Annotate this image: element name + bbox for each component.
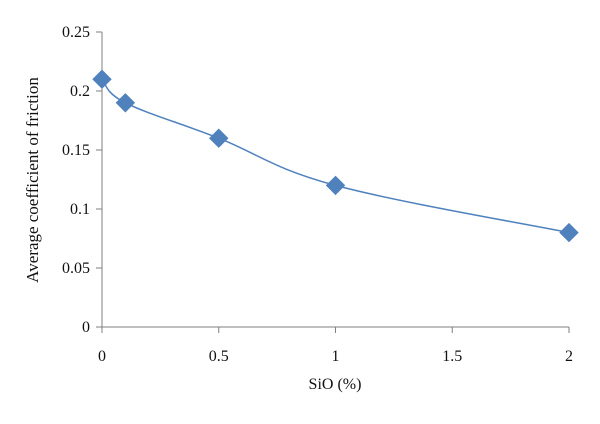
x-tick-label: 0	[98, 348, 106, 365]
y-tick-label: 0.25	[62, 24, 90, 41]
data-point-marker	[115, 93, 136, 113]
y-tick-label: 0.2	[70, 83, 90, 100]
x-tick-label: 1	[332, 348, 340, 365]
y-tick-label: 0.15	[62, 142, 90, 159]
y-tick-labels: 0 0.05 0.1 0.15 0.2 0.25	[62, 24, 90, 336]
y-axis-title: Average coefficient of friction	[23, 77, 42, 283]
data-point-marker	[92, 69, 112, 89]
y-tick-label: 0.1	[70, 201, 90, 218]
y-tick-label: 0.05	[62, 260, 90, 277]
data-point-marker	[325, 175, 346, 196]
y-tick-label: 0	[82, 319, 90, 336]
x-tick-label: 2	[565, 348, 573, 365]
series-line	[101, 78, 570, 234]
data-point-marker	[209, 128, 229, 148]
x-tick-label: 0.5	[209, 348, 229, 365]
x-tick-label: 1.5	[442, 348, 462, 365]
data-point-marker	[559, 222, 579, 243]
x-tick-labels: 0 0.5 1 1.5 2	[98, 348, 573, 365]
series-layer	[92, 69, 579, 243]
x-axis-title: SiO (%)	[309, 376, 362, 393]
